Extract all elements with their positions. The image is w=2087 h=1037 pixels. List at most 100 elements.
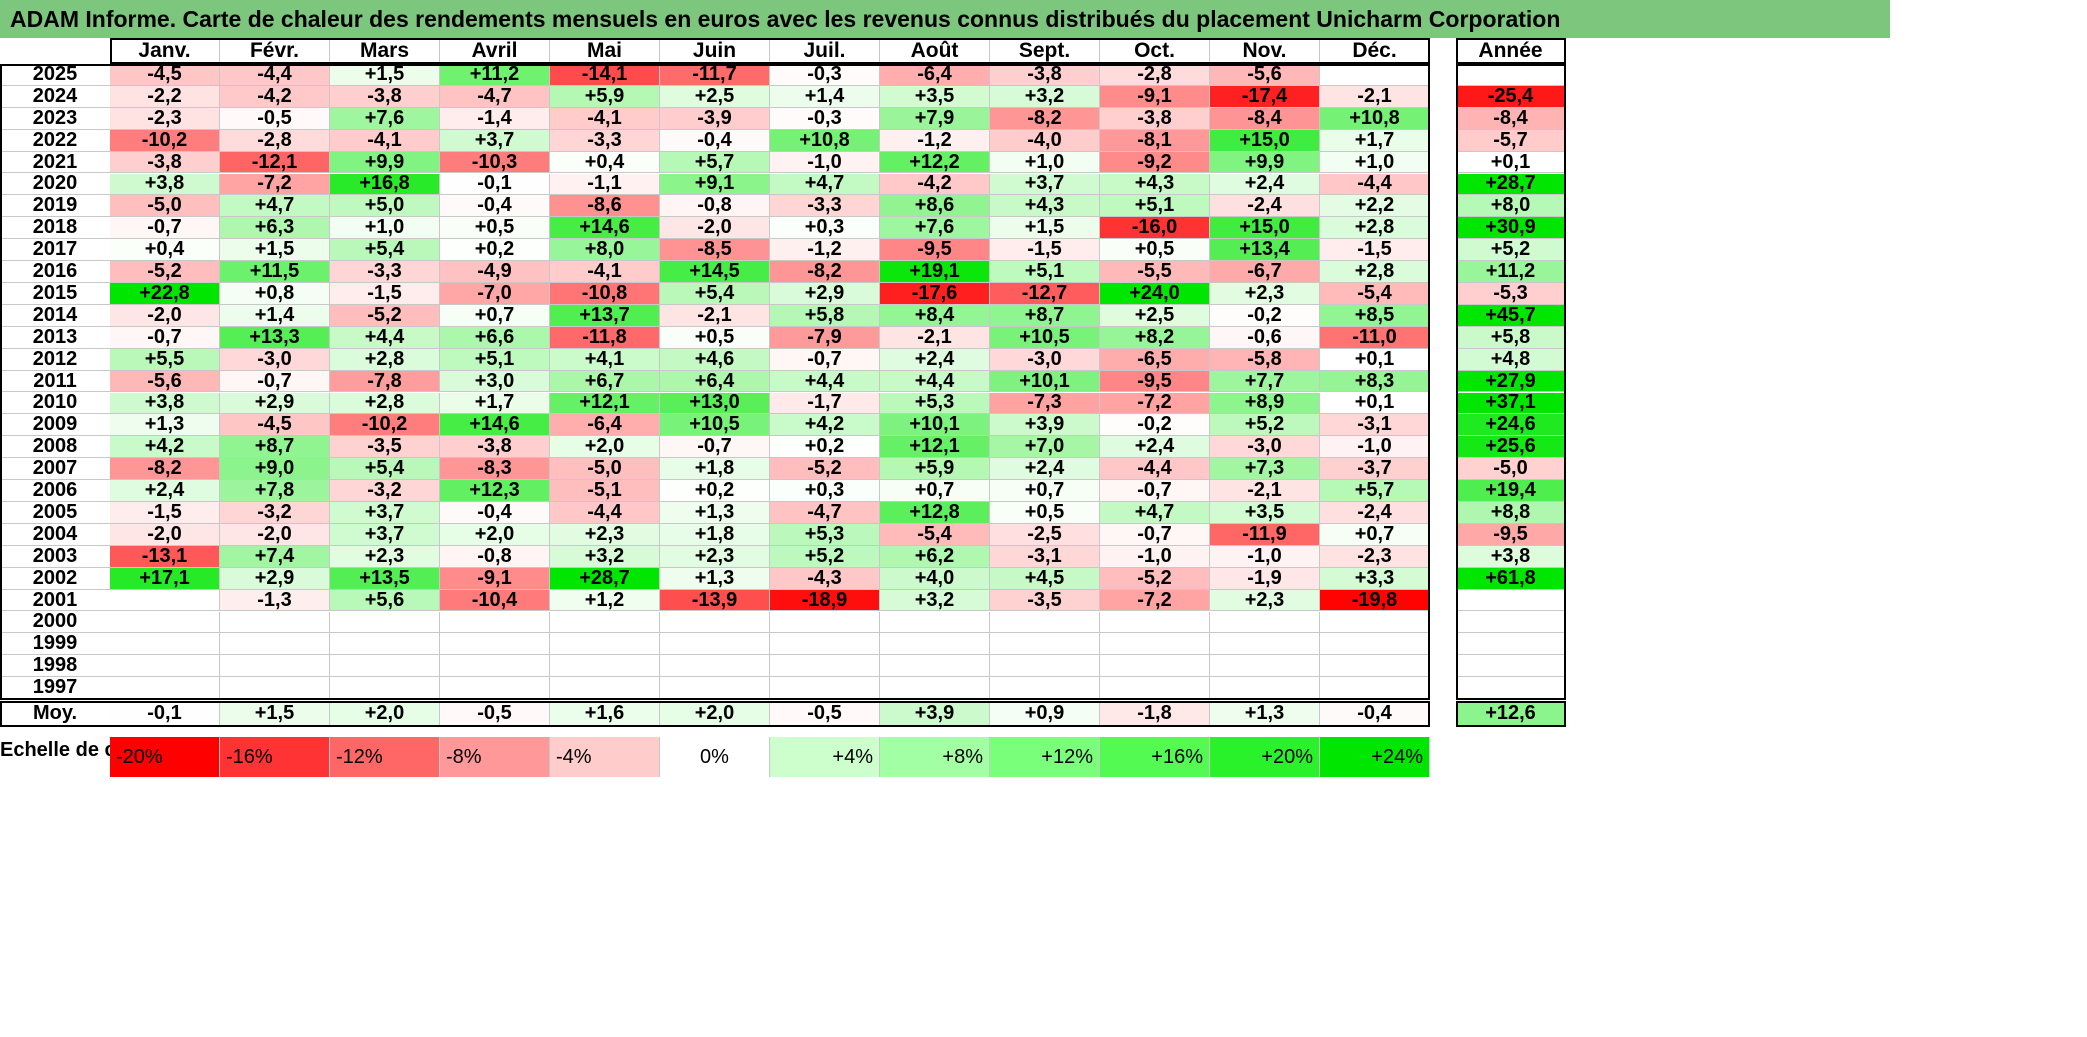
heatmap-cell: +8,2 <box>1100 326 1210 349</box>
annual-cell <box>1456 64 1566 86</box>
heatmap-cell: +5,4 <box>660 283 770 305</box>
heatmap-cell: +0,7 <box>990 480 1100 502</box>
heatmap-cell: +12,1 <box>550 392 660 415</box>
heatmap-cell: +10,8 <box>770 129 880 152</box>
heatmap-cell: +5,0 <box>330 195 440 218</box>
heatmap-cell: -2,8 <box>220 129 330 152</box>
heatmap-cell <box>660 677 770 700</box>
heatmap-cell: +0,5 <box>990 502 1100 524</box>
heatmap-cell: -0,5 <box>220 107 330 130</box>
heatmap-cell <box>880 655 990 678</box>
heatmap-cell <box>220 655 330 678</box>
heatmap-cell: -3,3 <box>770 195 880 218</box>
year-label: 2006 <box>0 480 110 502</box>
heatmap-cell <box>110 611 220 634</box>
heatmap-cell: -3,3 <box>330 261 440 283</box>
year-label: 2015 <box>0 283 110 305</box>
heatmap-cell: +14,6 <box>440 414 550 437</box>
annual-cell: +8,0 <box>1456 195 1566 218</box>
year-label: 2009 <box>0 414 110 437</box>
heatmap-cell: -0,7 <box>1100 480 1210 502</box>
heatmap-cell <box>660 633 770 656</box>
heatmap-cell: +5,3 <box>770 523 880 546</box>
year-label: 2023 <box>0 107 110 130</box>
heatmap-cell: +5,9 <box>550 85 660 108</box>
heatmap-cell: -1,2 <box>880 129 990 152</box>
heatmap-cell: -3,2 <box>220 502 330 524</box>
heatmap-cell: +2,8 <box>1320 261 1430 283</box>
heatmap-cell <box>110 589 220 612</box>
heatmap-cell: -0,7 <box>660 436 770 459</box>
legend-label: Echelle de couleur <box>0 737 110 777</box>
heatmap-cell: -12,7 <box>990 283 1100 305</box>
heatmap-cell: +8,7 <box>220 436 330 459</box>
heatmap-cell: +7,4 <box>220 545 330 568</box>
annual-cell: +45,7 <box>1456 304 1566 327</box>
legend-swatch: -4% <box>550 737 660 777</box>
year-label: 2008 <box>0 436 110 459</box>
heatmap-cell <box>1100 633 1210 656</box>
heatmap-cell: +3,7 <box>440 129 550 152</box>
average-cell: +0,9 <box>990 701 1100 727</box>
heatmap-cell: -3,5 <box>990 589 1100 612</box>
heatmap-cell: +4,7 <box>770 173 880 196</box>
heatmap-cell: +1,2 <box>550 589 660 612</box>
annual-cell <box>1456 677 1566 700</box>
heatmap-cell: +4,2 <box>770 414 880 437</box>
heatmap-cell: +2,3 <box>330 545 440 568</box>
heatmap-cell: -2,1 <box>880 326 990 349</box>
heatmap-cell: +4,4 <box>770 370 880 393</box>
heatmap-cell <box>660 611 770 634</box>
year-label: 1997 <box>0 677 110 700</box>
heatmap-cell: -18,9 <box>770 589 880 612</box>
heatmap-cell <box>1320 677 1430 700</box>
heatmap-cell: +2,4 <box>990 458 1100 481</box>
heatmap-cell: -8,1 <box>1100 129 1210 152</box>
heatmap-cell: +4,6 <box>660 348 770 371</box>
heatmap-cell: +10,5 <box>660 414 770 437</box>
heatmap-cell <box>1100 655 1210 678</box>
heatmap-cell: -2,4 <box>1320 502 1430 524</box>
heatmap-cell: -4,1 <box>330 129 440 152</box>
heatmap-cell: +3,5 <box>1210 502 1320 524</box>
heatmap-cell <box>440 677 550 700</box>
heatmap-cell: +13,3 <box>220 326 330 349</box>
annual-header: Année <box>1456 38 1566 64</box>
heatmap-cell: +12,8 <box>880 502 990 524</box>
heatmap-cell: -1,7 <box>770 392 880 415</box>
heatmap-cell <box>440 611 550 634</box>
average-cell: -0,4 <box>1320 701 1430 727</box>
heatmap-cell <box>1320 64 1430 86</box>
heatmap-cell: +3,8 <box>110 173 220 196</box>
heatmap-cell: -2,5 <box>990 523 1100 546</box>
heatmap-cell: +7,9 <box>880 107 990 130</box>
legend-swatch: 0% <box>660 737 770 777</box>
heatmap-cell: +3,7 <box>330 523 440 546</box>
heatmap-cell: -3,0 <box>990 348 1100 371</box>
heatmap-cell: +4,1 <box>550 348 660 371</box>
heatmap-cell: +3,2 <box>990 85 1100 108</box>
heatmap-cell: -1,9 <box>1210 567 1320 590</box>
heatmap-cell: -7,0 <box>440 283 550 305</box>
heatmap-cell: -6,4 <box>880 64 990 86</box>
month-header: Août <box>880 38 990 64</box>
heatmap-cell: -0,8 <box>660 195 770 218</box>
heatmap-cell: -1,0 <box>1320 436 1430 459</box>
heatmap-cell: -12,1 <box>220 151 330 174</box>
heatmap-cell: +7,7 <box>1210 370 1320 393</box>
annual-cell: +11,2 <box>1456 261 1566 283</box>
heatmap-cell: -5,8 <box>1210 348 1320 371</box>
legend-swatch: +8% <box>880 737 990 777</box>
heatmap-cell: +2,3 <box>1210 589 1320 612</box>
month-header: Déc. <box>1320 38 1430 64</box>
heatmap-cell: -8,4 <box>1210 107 1320 130</box>
month-header: Févr. <box>220 38 330 64</box>
legend-swatch: -20% <box>110 737 220 777</box>
heatmap-cell: -3,1 <box>990 545 1100 568</box>
heatmap-cell: -5,5 <box>1100 261 1210 283</box>
heatmap-cell: +28,7 <box>550 567 660 590</box>
heatmap-cell: -9,2 <box>1100 151 1210 174</box>
heatmap-cell: +2,8 <box>330 348 440 371</box>
heatmap-cell: -0,3 <box>770 107 880 130</box>
heatmap-cell: +3,5 <box>880 85 990 108</box>
